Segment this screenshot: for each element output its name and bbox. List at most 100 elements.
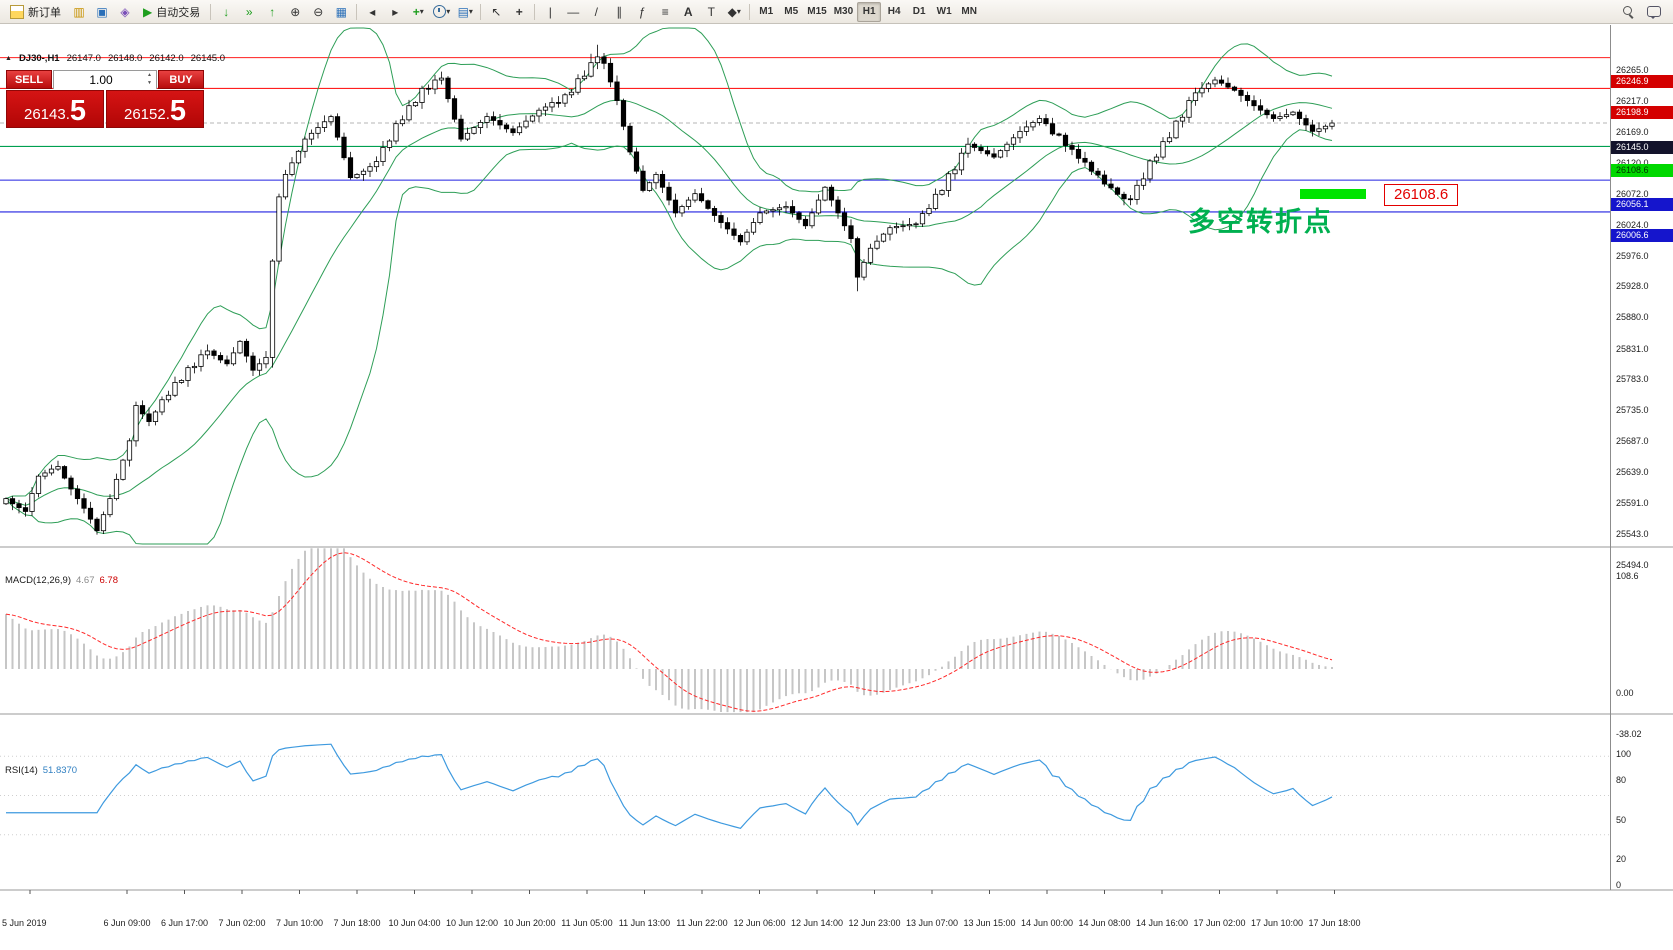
price-tick: 25735.0 [1616, 405, 1649, 416]
price-badge: 26056.1 [1611, 197, 1673, 211]
sell-button[interactable]: SELL [6, 70, 52, 89]
chart-window: ▲ DJ30-,H1 26147.0 26148.0 26142.0 26145… [0, 24, 1673, 950]
trendline-button[interactable]: / [585, 2, 607, 22]
price-tick: 25831.0 [1616, 343, 1649, 354]
macd-label-row: MACD(12,26,9) 4.67 6.78 [5, 575, 118, 586]
new-chart-dropdown[interactable]: + ▾ [407, 2, 429, 22]
crosshair-button[interactable]: + [508, 2, 530, 22]
timeframe-m15-button[interactable]: M15 [804, 2, 829, 22]
vertical-line-button[interactable]: | [539, 2, 561, 22]
market-watch-icon[interactable]: ◈ [114, 2, 136, 22]
time-label: 10 Jun 04:00 [388, 918, 441, 928]
rsi-scale-label: 100 [1616, 749, 1632, 759]
profiles-icon[interactable]: ▣ [91, 2, 113, 22]
timeframe-mn-button[interactable]: MN [957, 2, 981, 22]
chart-plot-area[interactable] [0, 48, 1610, 890]
spinner-down-icon: ▼ [147, 79, 152, 86]
rsi-scale-label: 0 [1616, 880, 1622, 890]
timeframe-w1-button[interactable]: W1 [932, 2, 956, 22]
price-callout[interactable]: 26108.6 [1384, 184, 1459, 206]
price-badge: 26198.9 [1611, 105, 1673, 119]
horizontal-line-button[interactable]: — [562, 2, 584, 22]
time-label: 17 Jun 02:00 [1193, 918, 1246, 928]
search-button[interactable] [1617, 2, 1639, 22]
price-scale[interactable]: 26265.0 26217.0 26169.0 26120.0 26072.0 26024… [1611, 48, 1673, 890]
one-click-trading-panel: SELL ▲ ▼ BUY 26143. 5 26152. 5 [6, 70, 204, 128]
toolbar-separator [356, 3, 358, 20]
timeframe-h1-button[interactable]: H1 [857, 1, 882, 22]
autotrading-button[interactable]: ▶ 自动交易 [137, 2, 206, 22]
price-tick: 26120.0 [1616, 158, 1649, 168]
ohlc-close: 26145.0 [190, 53, 225, 64]
volume-input[interactable] [54, 71, 156, 89]
toolbar-separator [534, 3, 536, 20]
macd-main-value: 4.67 [76, 575, 95, 586]
rsi-scale-label: 20 [1616, 853, 1627, 864]
timeframe-m5-button[interactable]: M5 [779, 2, 803, 22]
trend-annotation[interactable]: 多空转折点 [1188, 207, 1333, 237]
timeframe-d1-button[interactable]: D1 [907, 2, 931, 22]
step-back-icon[interactable]: ◂ [361, 2, 383, 22]
chart-dock-icon[interactable]: ↑ [261, 2, 283, 22]
text-button[interactable]: A [677, 2, 699, 22]
timeframe-m30-button[interactable]: M30 [831, 2, 856, 22]
buy-price-panel[interactable]: 26152. 5 [106, 90, 204, 128]
time-label: 10 Jun 20:00 [503, 918, 556, 928]
macd-scale-label: 108.6 [1616, 570, 1639, 581]
channel-button[interactable]: ∥ [608, 2, 630, 22]
tile-windows-icon[interactable]: ▦ [330, 2, 352, 22]
macd-scale-label: -38.02 [1616, 728, 1642, 739]
buy-price-big: 5 [169, 95, 187, 128]
time-label: 10 Jun 12:00 [445, 918, 499, 928]
price-badge: 26006.6 [1611, 229, 1673, 243]
ohlc-open: 26147.0 [66, 53, 101, 64]
highlight-rectangle-object[interactable] [1300, 189, 1366, 199]
macd-signal-value: 6.78 [99, 575, 119, 586]
chart-shift-icon[interactable]: ↓ [215, 2, 237, 22]
price-tick: 25687.0 [1616, 436, 1649, 447]
new-order-button[interactable]: 新订单 [4, 2, 67, 22]
new-order-label: 新订单 [28, 6, 61, 19]
buy-price-small: 26152. [123, 105, 170, 123]
buy-button[interactable]: BUY [158, 70, 204, 89]
text-label-button[interactable]: T [700, 2, 722, 22]
toolbar-right-group [1617, 2, 1669, 22]
rsi-name: RSI(14) [5, 765, 38, 776]
autotrading-label: 自动交易 [156, 6, 201, 19]
timeframe-h4-button[interactable]: H4 [882, 2, 906, 22]
clock-icon [433, 5, 447, 18]
template-dropdown[interactable]: ▤ ▾ [454, 2, 476, 22]
auto-scroll-icon[interactable]: » [238, 2, 260, 22]
current-price-badge: 26145.0 [1611, 140, 1673, 154]
zoom-out-button[interactable]: ⊖ [307, 2, 329, 22]
price-tick: 26217.0 [1616, 95, 1649, 106]
time-label: 14 Jun 08:00 [1078, 918, 1131, 928]
step-forward-icon[interactable]: ▸ [384, 2, 406, 22]
pitchfork-button[interactable]: ≡ [654, 2, 676, 22]
zoom-in-button[interactable]: ⊕ [284, 2, 306, 22]
sell-price-big: 5 [69, 95, 87, 128]
volume-spinner[interactable]: ▲ ▼ [144, 72, 155, 87]
rsi-label-row: RSI(14) 51.8370 [5, 765, 77, 776]
price-tick: 25976.0 [1616, 250, 1649, 261]
time-label: 11 Jun 13:00 [618, 918, 671, 928]
search-icon [1622, 6, 1634, 17]
period-dropdown[interactable]: ▾ [430, 2, 453, 22]
sell-price-panel[interactable]: 26143. 5 [6, 90, 104, 128]
timeframe-toolbar: M1 M5 M15 M30 H1 H4 D1 W1 MN [754, 1, 981, 22]
fibonacci-button[interactable]: ƒ [631, 2, 653, 22]
time-scale[interactable]: 5 Jun 2019 6 Jun 09:00 6 Jun 17:00 7 Jun 02… [0, 915, 1610, 933]
macd-scale-label: 0.00 [1616, 688, 1634, 698]
timeframe-m1-button[interactable]: M1 [754, 2, 778, 22]
price-tick: 26024.0 [1616, 219, 1649, 230]
shapes-dropdown[interactable]: ◆ ▾ [723, 2, 745, 22]
chat-button[interactable] [1643, 2, 1665, 22]
chart-bars-icon[interactable]: ▥ [68, 2, 90, 22]
cursor-button[interactable]: ↖ [485, 2, 507, 22]
time-label: 11 Jun 05:00 [561, 918, 613, 928]
price-tick: 26169.0 [1616, 126, 1649, 137]
price-tick: 25783.0 [1616, 374, 1649, 385]
time-label: 14 Jun 00:00 [1020, 918, 1074, 928]
time-label: 11 Jun 22:00 [676, 918, 728, 928]
